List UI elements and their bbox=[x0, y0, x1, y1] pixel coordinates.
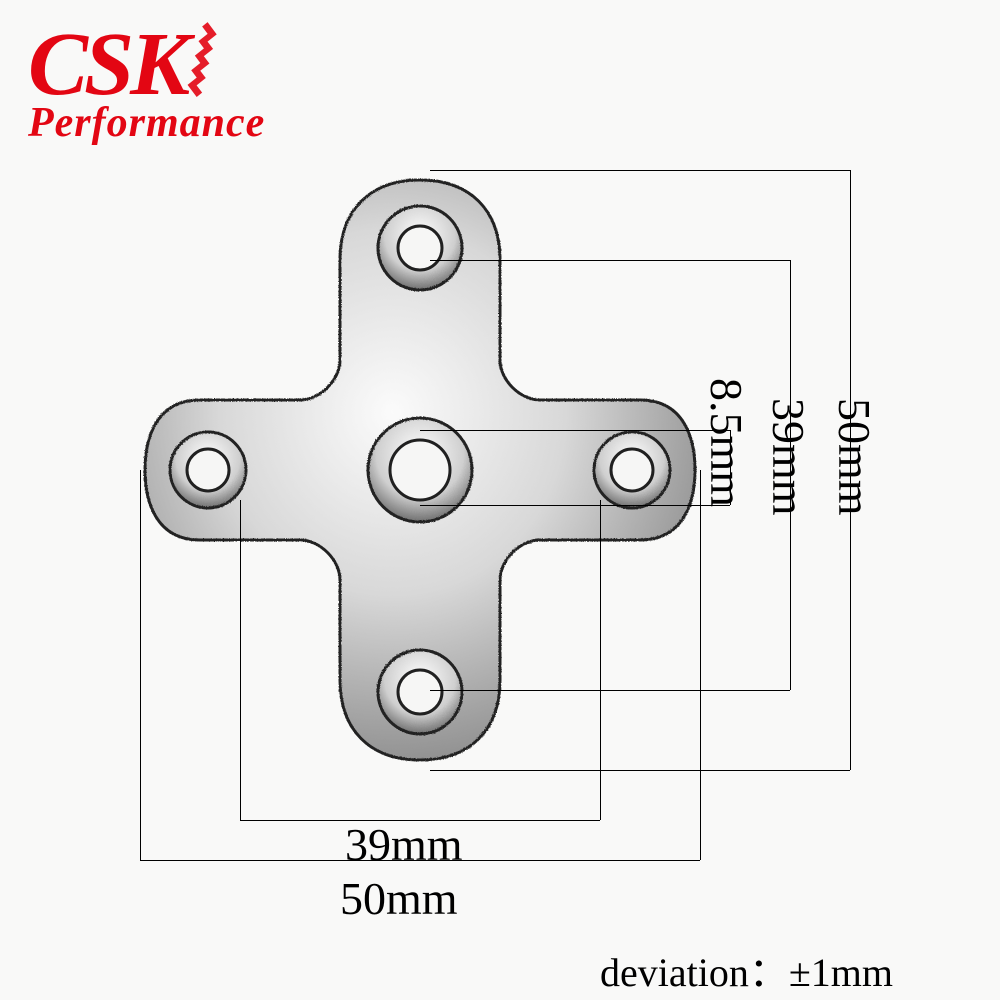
dim-tick bbox=[600, 500, 601, 820]
deviation-note: deviation：±1mm bbox=[600, 940, 893, 998]
label-inner-height: 39mm bbox=[762, 398, 815, 516]
label-outer-height: 50mm bbox=[828, 398, 881, 516]
dim-tick bbox=[430, 260, 790, 261]
brand-logo: CSK ⦚ Performance bbox=[28, 24, 265, 147]
dim-tick bbox=[430, 690, 790, 691]
dim-tick bbox=[420, 505, 730, 506]
label-inner-width: 39mm bbox=[345, 818, 463, 871]
label-outer-width: 50mm bbox=[340, 872, 458, 925]
label-center-hole: 8.5mm bbox=[700, 378, 753, 507]
dim-tick bbox=[420, 430, 730, 431]
dim-tick bbox=[140, 470, 141, 860]
dim-tick bbox=[700, 470, 701, 860]
brand-swish-icon: ⦚ bbox=[184, 24, 199, 105]
bolt-hole-left bbox=[170, 432, 246, 508]
dim-tick bbox=[240, 500, 241, 820]
brand-name: CSK bbox=[28, 24, 186, 105]
dim-tick bbox=[430, 170, 850, 171]
bolt-hole-bottom bbox=[378, 650, 462, 734]
bolt-hole-top bbox=[378, 206, 462, 290]
bolt-hole-right bbox=[594, 432, 670, 508]
brand-subtitle: Performance bbox=[28, 99, 265, 147]
dim-tick bbox=[430, 770, 850, 771]
center-hole bbox=[368, 418, 472, 522]
